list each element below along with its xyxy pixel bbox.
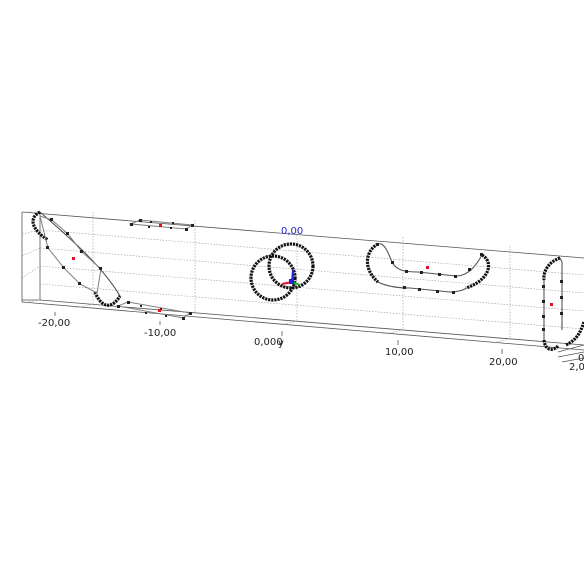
x-tick-label: 10,00 [385, 347, 414, 358]
y-axis-label: y [278, 338, 284, 349]
x-axis-labels: -20,00 -10,00 0,000 y 10,00 20,00 [38, 312, 518, 368]
centroid-marker [72, 257, 75, 260]
tilted-ellipse-left[interactable] [31, 210, 122, 307]
vertical-loop-right[interactable] [542, 256, 584, 351]
x-tick-label: -20,00 [38, 318, 70, 329]
x-tick-label: -10,00 [144, 328, 176, 339]
interlocked-rings[interactable]: 0,00 [249, 226, 315, 302]
centroid-marker [158, 309, 161, 312]
origin-label: 0,00 [281, 226, 303, 237]
z-tick-label: 2,0 [569, 362, 584, 373]
x-tick-label: 0,000 [254, 337, 283, 348]
origin-marker [289, 279, 294, 284]
centroid-marker [426, 266, 429, 269]
z-tick-label: 0 [578, 353, 584, 364]
z-axis-labels: 2,0 0 [557, 344, 584, 373]
flat-rectangle-top[interactable] [129, 219, 194, 231]
centroid-marker [159, 224, 162, 227]
flat-rectangle-bottom[interactable] [116, 301, 192, 320]
x-tick-label: 20,00 [489, 357, 518, 368]
centroid-marker [550, 303, 553, 306]
u-shaped-track[interactable] [365, 242, 491, 294]
